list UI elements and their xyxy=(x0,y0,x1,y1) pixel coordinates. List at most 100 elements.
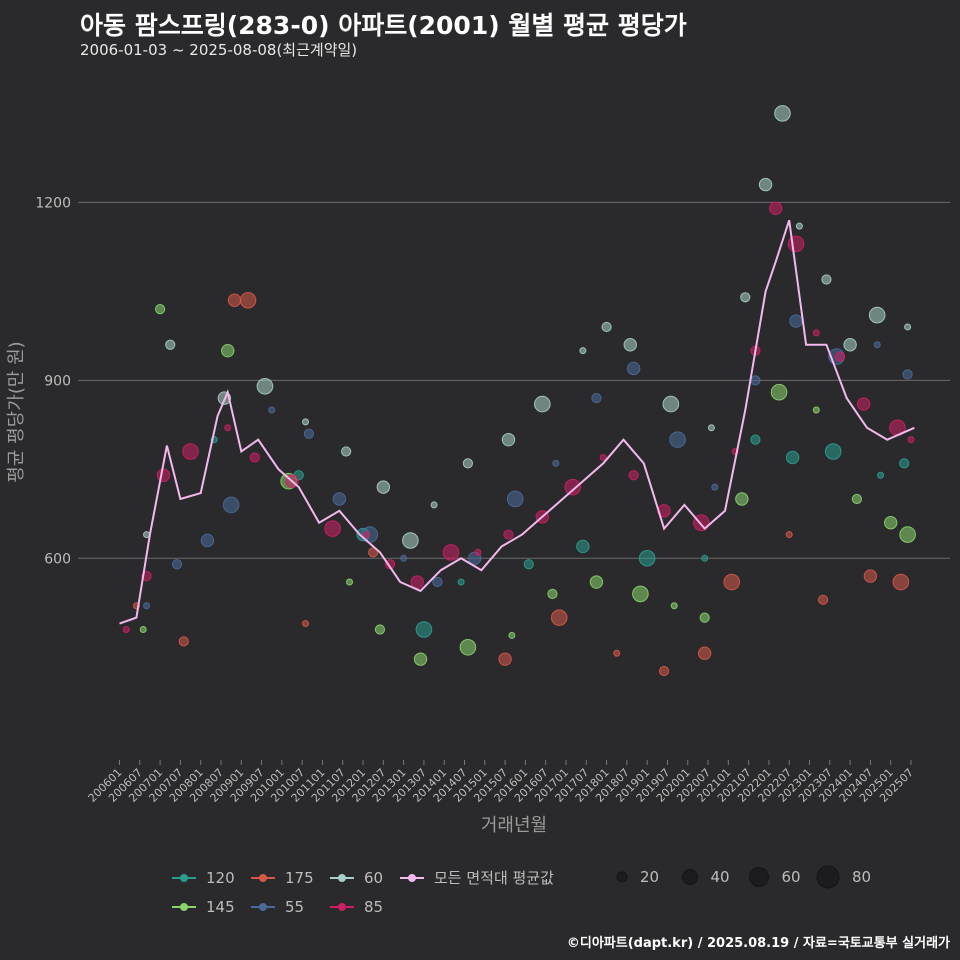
data-credit: ©디아파트(dapt.kr) / 2025.08.19 / 자료=국토교통부 실… xyxy=(566,936,950,951)
average-line xyxy=(119,219,915,625)
point-85 xyxy=(224,424,232,432)
point-55 xyxy=(750,375,761,386)
point-85 xyxy=(324,520,341,537)
size-legend-label: 40 xyxy=(711,868,730,886)
point-85 xyxy=(834,351,846,362)
average-series-line xyxy=(119,219,915,625)
chart-subtitle: 2006-01-03 ~ 2025-08-08(최근계약일) xyxy=(80,41,358,59)
size-legend-circle xyxy=(682,869,698,885)
point-175 xyxy=(368,547,379,558)
point-120 xyxy=(457,578,465,586)
point-120 xyxy=(824,443,842,460)
legend-marker xyxy=(259,903,267,911)
point-145 xyxy=(413,652,428,666)
point-55 xyxy=(789,314,803,328)
y-tick-label: 900 xyxy=(44,373,71,389)
point-85 xyxy=(564,478,582,496)
x-axis-ticks: 2006012006072007012007072008012008072009… xyxy=(86,760,916,805)
point-175 xyxy=(863,569,878,583)
point-145 xyxy=(699,612,710,623)
point-145 xyxy=(851,493,862,505)
legend-marker xyxy=(408,874,416,882)
point-120 xyxy=(701,554,709,562)
point-175 xyxy=(658,665,670,677)
legend-label: 145 xyxy=(206,898,235,916)
point-60 xyxy=(579,347,587,355)
point-120 xyxy=(899,458,910,469)
point-60 xyxy=(774,105,791,122)
point-60 xyxy=(821,274,832,285)
point-145 xyxy=(154,304,166,315)
point-60 xyxy=(302,418,310,426)
point-55 xyxy=(591,393,602,404)
point-175 xyxy=(723,573,741,591)
data-points xyxy=(122,105,916,677)
point-55 xyxy=(669,431,686,448)
legend-label: 175 xyxy=(285,869,314,887)
y-tick-label: 1200 xyxy=(35,195,71,211)
size-legend-label: 20 xyxy=(640,868,659,886)
size-legend-circle xyxy=(616,871,628,883)
legend-marker xyxy=(338,874,346,882)
point-145 xyxy=(899,526,916,543)
point-175 xyxy=(302,620,310,628)
point-55 xyxy=(268,406,276,414)
point-120 xyxy=(877,471,885,479)
point-60 xyxy=(904,323,912,331)
point-55 xyxy=(873,341,881,349)
legend: 120 175 60 모든 면적대 평균값 145 55 85 20 40 60 80 xyxy=(172,865,871,916)
point-175 xyxy=(817,594,829,605)
legend-label: 55 xyxy=(285,898,304,916)
point-120 xyxy=(576,539,590,554)
point-85 xyxy=(812,329,820,337)
point-60 xyxy=(662,395,680,413)
point-60 xyxy=(623,338,637,352)
point-85 xyxy=(769,201,783,216)
point-60 xyxy=(165,339,176,350)
legend-marker xyxy=(338,903,346,911)
point-60 xyxy=(534,395,551,413)
point-85 xyxy=(787,235,805,253)
point-175 xyxy=(178,636,189,647)
point-60 xyxy=(501,432,516,447)
point-55 xyxy=(171,559,183,570)
legend-marker xyxy=(180,903,188,911)
legend-marker xyxy=(259,874,267,882)
point-85 xyxy=(599,453,607,461)
point-120 xyxy=(785,450,800,465)
point-60 xyxy=(740,292,751,303)
point-175 xyxy=(227,293,242,307)
point-145 xyxy=(459,638,477,656)
point-145 xyxy=(770,383,788,401)
point-175 xyxy=(892,573,910,591)
point-55 xyxy=(711,483,719,491)
point-55 xyxy=(626,361,641,376)
point-55 xyxy=(200,533,215,548)
point-175 xyxy=(498,652,512,666)
point-145 xyxy=(589,575,604,589)
legend-marker xyxy=(180,874,188,882)
y-axis-ticks: 600 900 1200 xyxy=(35,195,71,567)
legend-label: 60 xyxy=(364,869,383,887)
point-85 xyxy=(474,548,482,556)
point-55 xyxy=(902,369,913,380)
point-55 xyxy=(222,496,240,514)
size-legend-circle xyxy=(816,865,840,889)
point-55 xyxy=(143,602,151,610)
point-60 xyxy=(868,306,886,324)
point-145 xyxy=(508,631,516,639)
point-60 xyxy=(601,321,612,333)
point-60 xyxy=(758,177,773,192)
point-85 xyxy=(156,468,171,482)
point-60 xyxy=(402,532,419,549)
y-axis-label: 평균 평당가(만 원) xyxy=(6,341,27,482)
size-legend-label: 60 xyxy=(782,868,801,886)
point-145 xyxy=(221,343,235,358)
point-145 xyxy=(884,516,898,530)
point-85 xyxy=(249,452,260,463)
point-120 xyxy=(638,550,656,567)
point-85 xyxy=(182,443,199,460)
point-145 xyxy=(632,585,649,603)
legend-label: 120 xyxy=(206,869,235,887)
